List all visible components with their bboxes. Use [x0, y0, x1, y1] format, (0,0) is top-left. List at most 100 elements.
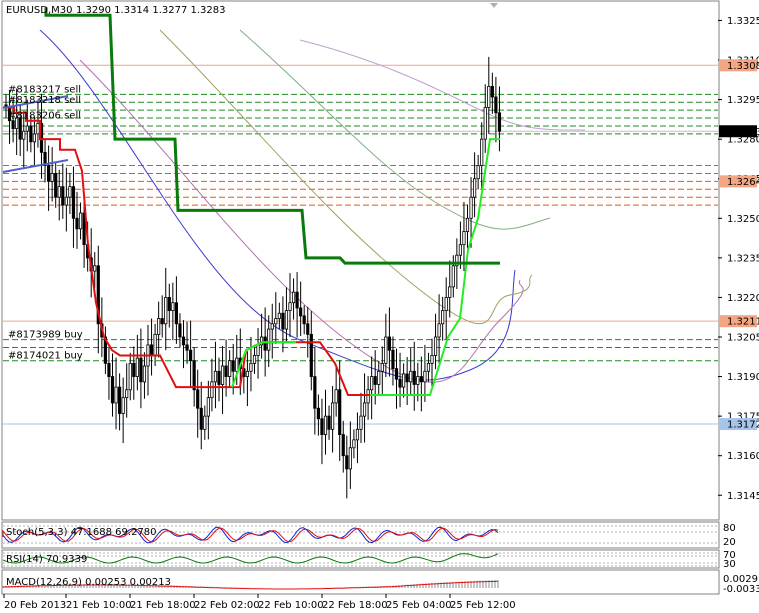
- candle: [210, 358, 214, 412]
- candle-body: [316, 407, 321, 420]
- price-label: 1.3264: [719, 175, 759, 188]
- candle-body: [164, 297, 168, 325]
- candle-body: [405, 373, 409, 383]
- candle-body: [370, 376, 374, 391]
- macd-signal-line: [2, 580, 499, 590]
- candle-body: [483, 107, 487, 140]
- macd-panel-frame: [1, 569, 720, 595]
- candle: [213, 341, 218, 409]
- order-label: #8183206 sell: [8, 111, 81, 122]
- candle: [181, 320, 186, 369]
- candle: [345, 435, 349, 499]
- candle: [377, 360, 381, 396]
- candle: [288, 273, 292, 337]
- candle-body: [458, 244, 463, 256]
- candle: [430, 338, 434, 387]
- candle-body: [323, 415, 328, 435]
- trend-line: [2, 159, 69, 173]
- candle-body: [96, 265, 100, 325]
- candle-body: [391, 349, 395, 370]
- candle: [409, 348, 413, 396]
- candle-body: [231, 360, 235, 372]
- candle: [128, 352, 132, 401]
- candle-body: [32, 133, 37, 143]
- candle: [139, 328, 143, 409]
- support-step-line: [44, 7, 500, 265]
- candle-body: [409, 370, 413, 383]
- candle: [68, 172, 72, 215]
- candle: [47, 145, 51, 211]
- candle: [32, 117, 37, 166]
- candle: [15, 88, 19, 155]
- candle: [309, 311, 313, 391]
- candle: [419, 356, 423, 412]
- candle-body: [78, 212, 83, 230]
- candle-body: [359, 415, 363, 430]
- candle: [196, 369, 200, 438]
- candle: [118, 373, 122, 431]
- candle-body: [299, 307, 303, 317]
- macd-tick-top: 0.0029: [723, 574, 758, 585]
- candle: [306, 306, 310, 358]
- shift-marker-icon: [490, 3, 498, 8]
- candle-body: [181, 336, 186, 346]
- candle-body: [18, 117, 22, 140]
- candle: [341, 420, 345, 473]
- candle: [437, 294, 441, 364]
- price-label: 1.3308: [719, 59, 759, 72]
- stoch-level-80: 80: [723, 523, 736, 534]
- candle: [57, 169, 61, 221]
- candle: [387, 307, 392, 377]
- candle: [487, 56, 491, 134]
- candle-body: [313, 376, 317, 409]
- candle-body: [68, 186, 72, 198]
- y-tick-label: 1.3325: [727, 16, 759, 27]
- candle: [490, 72, 494, 114]
- candle-body: [302, 315, 306, 325]
- candle-body: [362, 402, 367, 417]
- candle: [61, 163, 65, 219]
- candle-body: [338, 389, 342, 435]
- rsi-level-30: 30: [723, 559, 736, 570]
- order-label: #8183217 sell: [8, 84, 81, 95]
- symbol-label: EURUSD,M30: [6, 5, 72, 16]
- candle: [107, 346, 111, 400]
- candle-body: [430, 355, 434, 364]
- candle-body: [57, 186, 61, 198]
- price-label-box: [719, 315, 757, 328]
- candle-body: [29, 125, 33, 143]
- candle-body: [206, 397, 210, 417]
- candle: [355, 412, 360, 464]
- candle-body: [320, 418, 324, 435]
- candle: [274, 292, 278, 344]
- candle: [497, 86, 502, 152]
- candle: [359, 392, 363, 444]
- candle: [348, 421, 352, 489]
- candle-body: [54, 173, 58, 198]
- candle: [433, 313, 438, 370]
- price-label-text: 1.3264: [727, 177, 759, 188]
- candle: [472, 152, 477, 218]
- x-tick-label: 22 Feb 10:00: [258, 600, 324, 611]
- rsi-level-70: 70: [723, 550, 736, 561]
- candle-body: [185, 344, 189, 351]
- candle-body: [380, 362, 384, 372]
- order-label: #8173989 buy: [8, 330, 83, 341]
- candle: [295, 272, 299, 338]
- candle: [426, 352, 431, 382]
- candle-body: [348, 447, 352, 470]
- candle: [277, 302, 281, 330]
- candle-body: [480, 138, 484, 166]
- candle-body: [476, 165, 480, 180]
- candle-body: [153, 333, 157, 356]
- candle-body: [277, 312, 281, 319]
- candle: [412, 341, 416, 411]
- candle-body: [419, 376, 423, 383]
- order-label: #8174021 buy: [8, 351, 83, 362]
- candle-body: [217, 370, 221, 385]
- candle-body: [114, 386, 118, 404]
- candle-body: [203, 415, 207, 430]
- candle-body: [252, 355, 257, 364]
- price-label-box: [719, 175, 757, 188]
